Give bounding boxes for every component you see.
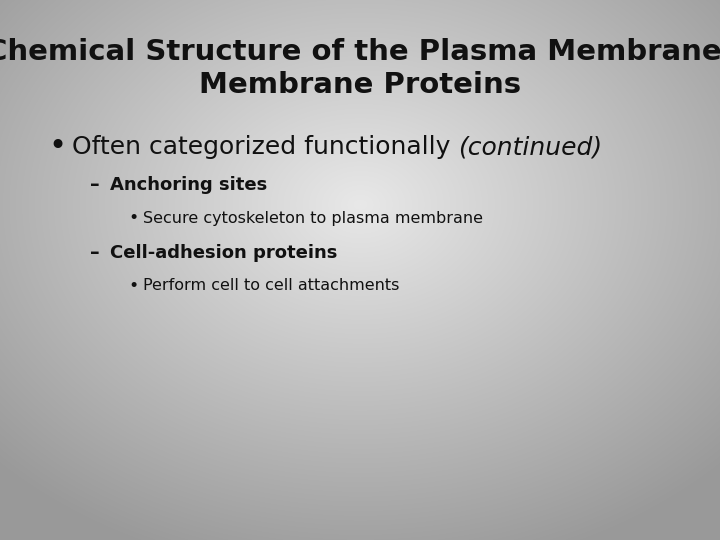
Text: –: – [90,244,99,262]
Text: Chemical Structure of the Plasma Membrane:: Chemical Structure of the Plasma Membran… [0,38,720,66]
Text: Perform cell to cell attachments: Perform cell to cell attachments [143,279,400,294]
Text: Secure cytoskeleton to plasma membrane: Secure cytoskeleton to plasma membrane [143,211,483,226]
Text: (continued): (continued) [459,135,603,159]
Text: Often categorized functionally: Often categorized functionally [72,135,459,159]
Text: Membrane Proteins: Membrane Proteins [199,71,521,99]
Text: •: • [48,132,66,161]
Text: Anchoring sites: Anchoring sites [110,176,267,194]
Text: Cell-adhesion proteins: Cell-adhesion proteins [110,244,338,262]
Text: –: – [90,176,99,194]
Text: •: • [128,277,138,295]
Text: •: • [128,209,138,227]
